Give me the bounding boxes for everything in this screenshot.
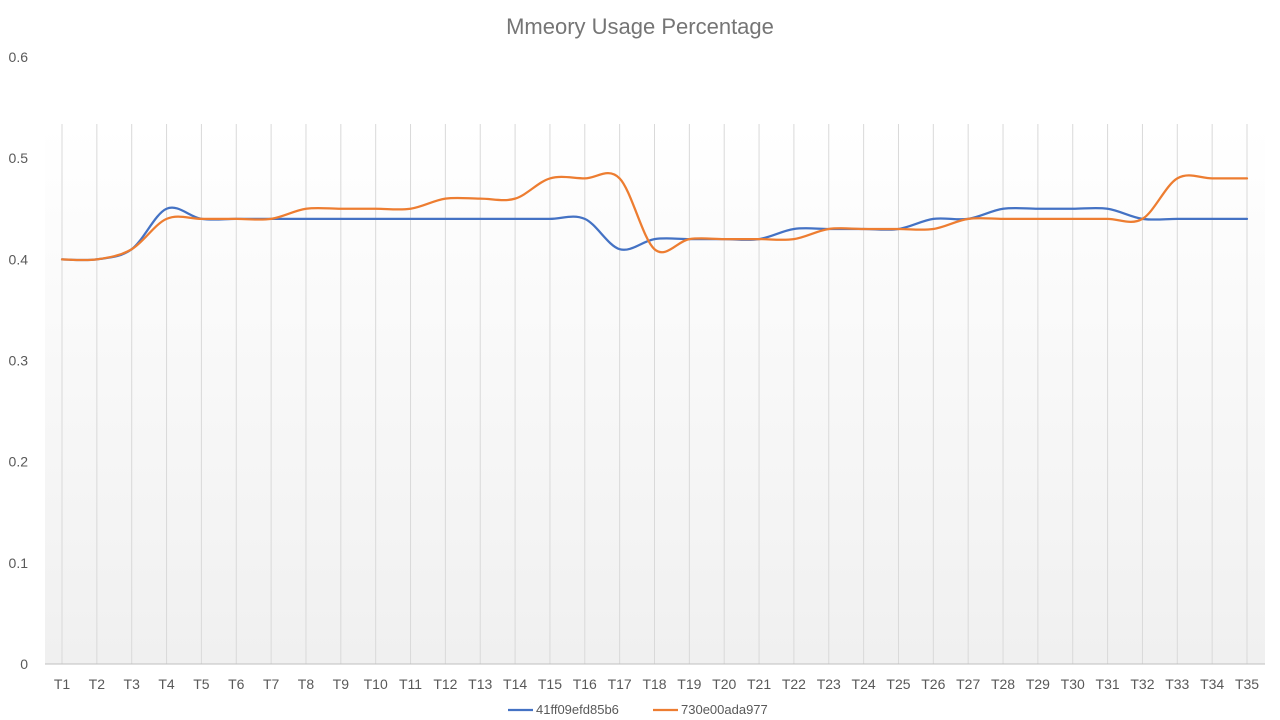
series-line-2 bbox=[60, 172, 1249, 262]
y-tick-label: 0.2 bbox=[9, 454, 29, 470]
x-tick-label: T18 bbox=[642, 676, 666, 692]
x-tick-label: T26 bbox=[921, 676, 945, 692]
x-tick-label: T29 bbox=[1026, 676, 1050, 692]
x-tick-label: T11 bbox=[399, 676, 422, 692]
axes: 0 0.1 0.2 0.3 0.4 0.5 0.6 T1 T2 T3 T4 T5 T6 T7 T8 T9 T10… bbox=[9, 49, 1265, 692]
x-tick-label: T13 bbox=[468, 676, 492, 692]
x-tick-label: T1 bbox=[54, 676, 71, 692]
x-tick-label: T35 bbox=[1235, 676, 1259, 692]
x-tick-label: T7 bbox=[263, 676, 280, 692]
x-tick-label: T32 bbox=[1130, 676, 1154, 692]
x-tick-label: T33 bbox=[1165, 676, 1189, 692]
y-tick-label: 0.6 bbox=[9, 49, 29, 65]
legend-label-2: 730e00ada977 bbox=[681, 702, 768, 717]
x-tick-label: T12 bbox=[433, 676, 457, 692]
legend: 41ff09efd85b6 730e00ada977 bbox=[508, 702, 768, 717]
x-tick-label: T8 bbox=[298, 676, 315, 692]
x-tick-label: T19 bbox=[677, 676, 701, 692]
x-tick-label: T30 bbox=[1061, 676, 1085, 692]
x-tick-label: T23 bbox=[817, 676, 841, 692]
x-tick-label: T5 bbox=[193, 676, 210, 692]
x-tick-label: T2 bbox=[89, 676, 106, 692]
x-tick-label: T4 bbox=[158, 676, 175, 692]
x-tick-label: T27 bbox=[956, 676, 980, 692]
chart-title: Mmeory Usage Percentage bbox=[506, 14, 774, 39]
y-tick-label: 0.4 bbox=[9, 251, 29, 267]
y-tick-label: 0.1 bbox=[9, 555, 29, 571]
x-tick-label: T15 bbox=[538, 676, 562, 692]
y-tick-label: 0 bbox=[20, 656, 28, 672]
x-tick-label: T14 bbox=[503, 676, 527, 692]
x-tick-label: T25 bbox=[886, 676, 910, 692]
x-tick-label: T16 bbox=[573, 676, 597, 692]
x-tick-label: T3 bbox=[124, 676, 141, 692]
x-tick-label: T6 bbox=[228, 676, 245, 692]
x-tick-label: T17 bbox=[608, 676, 632, 692]
x-tick-label: T24 bbox=[852, 676, 876, 692]
x-tick-label: T34 bbox=[1200, 676, 1224, 692]
y-tick-label: 0.3 bbox=[9, 353, 29, 369]
gridlines bbox=[61, 124, 1248, 664]
x-tick-label: T21 bbox=[747, 676, 771, 692]
series-lines bbox=[60, 172, 1249, 262]
legend-label-1: 41ff09efd85b6 bbox=[536, 702, 619, 717]
x-tick-label: T28 bbox=[991, 676, 1015, 692]
x-tick-label: T10 bbox=[364, 676, 388, 692]
x-tick-label: T20 bbox=[712, 676, 736, 692]
x-tick-label: T31 bbox=[1096, 676, 1120, 692]
x-tick-label: T9 bbox=[333, 676, 350, 692]
y-tick-label: 0.5 bbox=[9, 150, 29, 166]
x-tick-label: T22 bbox=[782, 676, 806, 692]
